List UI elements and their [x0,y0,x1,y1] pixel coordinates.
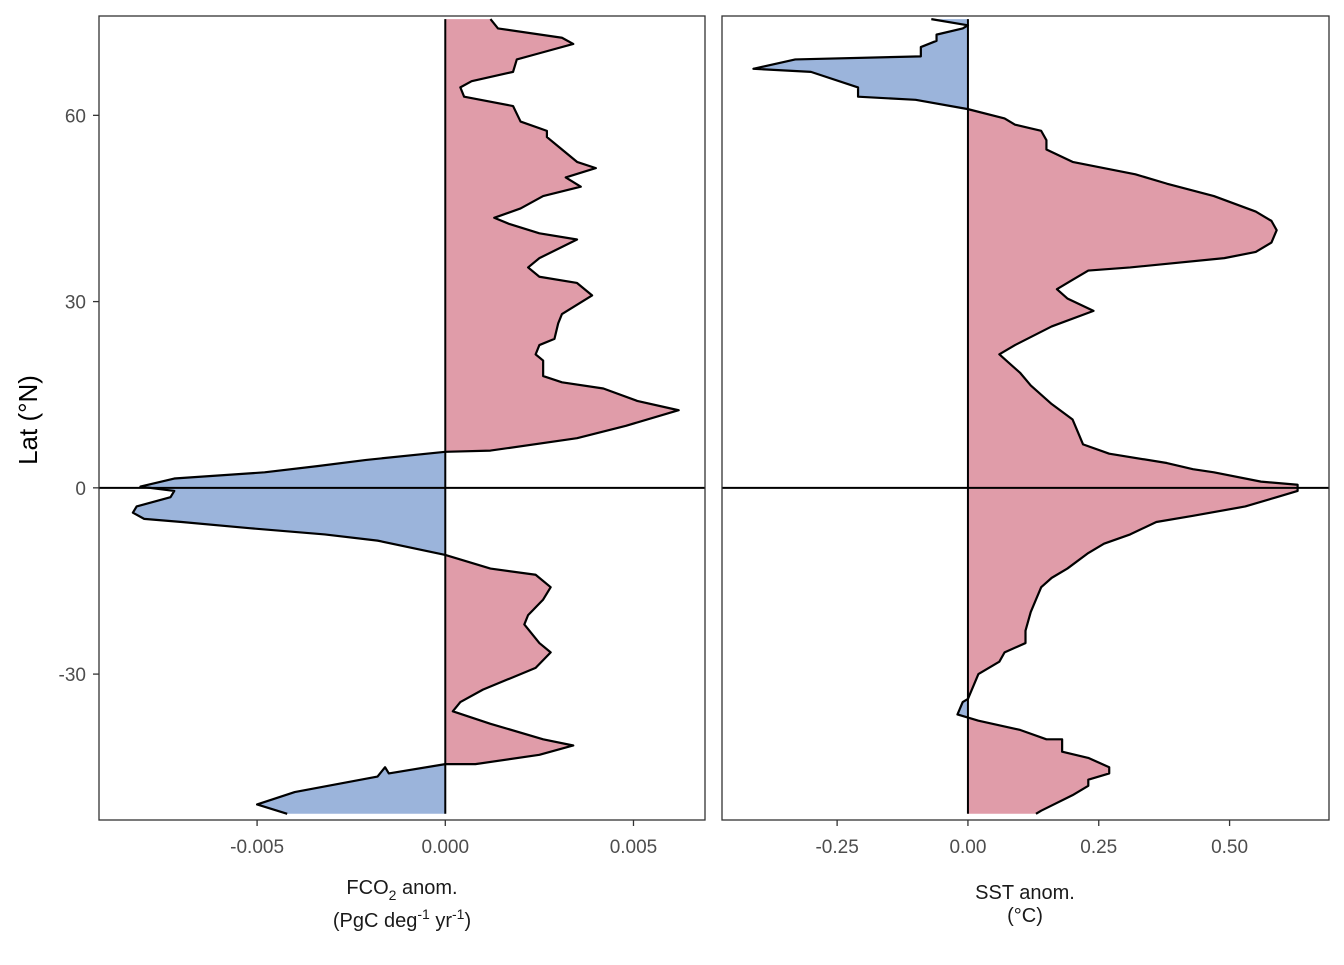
sst-negative-area-3 [753,25,968,110]
fco2-panel-border [98,15,706,821]
sst-positive-area-0 [967,717,1110,814]
fco2-anomaly-profile-line [131,18,680,815]
fco2-xlabel-line2-a: (PgC deg [333,910,418,932]
fco2-xlabel-line2-b: yr [430,910,453,932]
fco2-xlabel-tail: anom. [396,877,457,899]
sst-negative-area-1 [957,698,968,718]
fco2-x-axis-title-line1: FCO2 anom. [346,877,457,903]
sst-x-tick-label: 0.50 [1211,837,1248,858]
sst-x-tick-label: 0.25 [1080,837,1117,858]
sst-fill-group [753,19,1298,814]
y-tick-label: 30 [65,293,86,314]
sst-anomaly-profile-line [752,18,1299,815]
sst-x-axis-title-line2: (°C) [1007,905,1043,927]
fco2-xlabel-main: FCO [346,877,388,899]
y-tick-label: -30 [59,665,86,686]
fco2-x-axis: -0.005 0.000 0.005 [230,820,657,858]
y-tick-label: 60 [65,106,86,127]
sst-x-axis: -0.25 0.00 0.25 0.50 [815,820,1248,858]
fco2-x-tick-label: -0.005 [230,837,284,858]
sst-positive-area-2 [967,109,1298,699]
fco2-positive-area-3 [445,19,679,452]
fco2-xlabel-subscript: 2 [389,887,397,903]
fco2-negative-area-0 [257,764,446,814]
fco2-xlabel-line2-c: ) [464,910,471,932]
fco2-xlabel-line2-sup2: -1 [452,906,465,922]
sst-x-tick-label: 0.00 [949,837,986,858]
fco2-xlabel-line2-sup1: -1 [417,906,430,922]
fco2-x-tick-label: 0.000 [422,837,470,858]
fco2-fill-group [132,19,679,814]
y-tick-label: 0 [75,479,86,500]
y-axis-title: Lat (°N) [13,375,43,465]
fco2-positive-area-1 [445,554,574,765]
fco2-x-tick-label: 0.005 [610,837,658,858]
sst-x-tick-label: -0.25 [815,837,858,858]
sst-panel-border [721,15,1330,821]
fco2-x-axis-title-line2: (PgC deg-1 yr-1) [333,906,471,932]
fco2-negative-area-2 [132,451,446,555]
sst-x-axis-title-line1: SST anom. [975,882,1075,904]
y-axis: -30 0 30 60 [59,106,99,686]
